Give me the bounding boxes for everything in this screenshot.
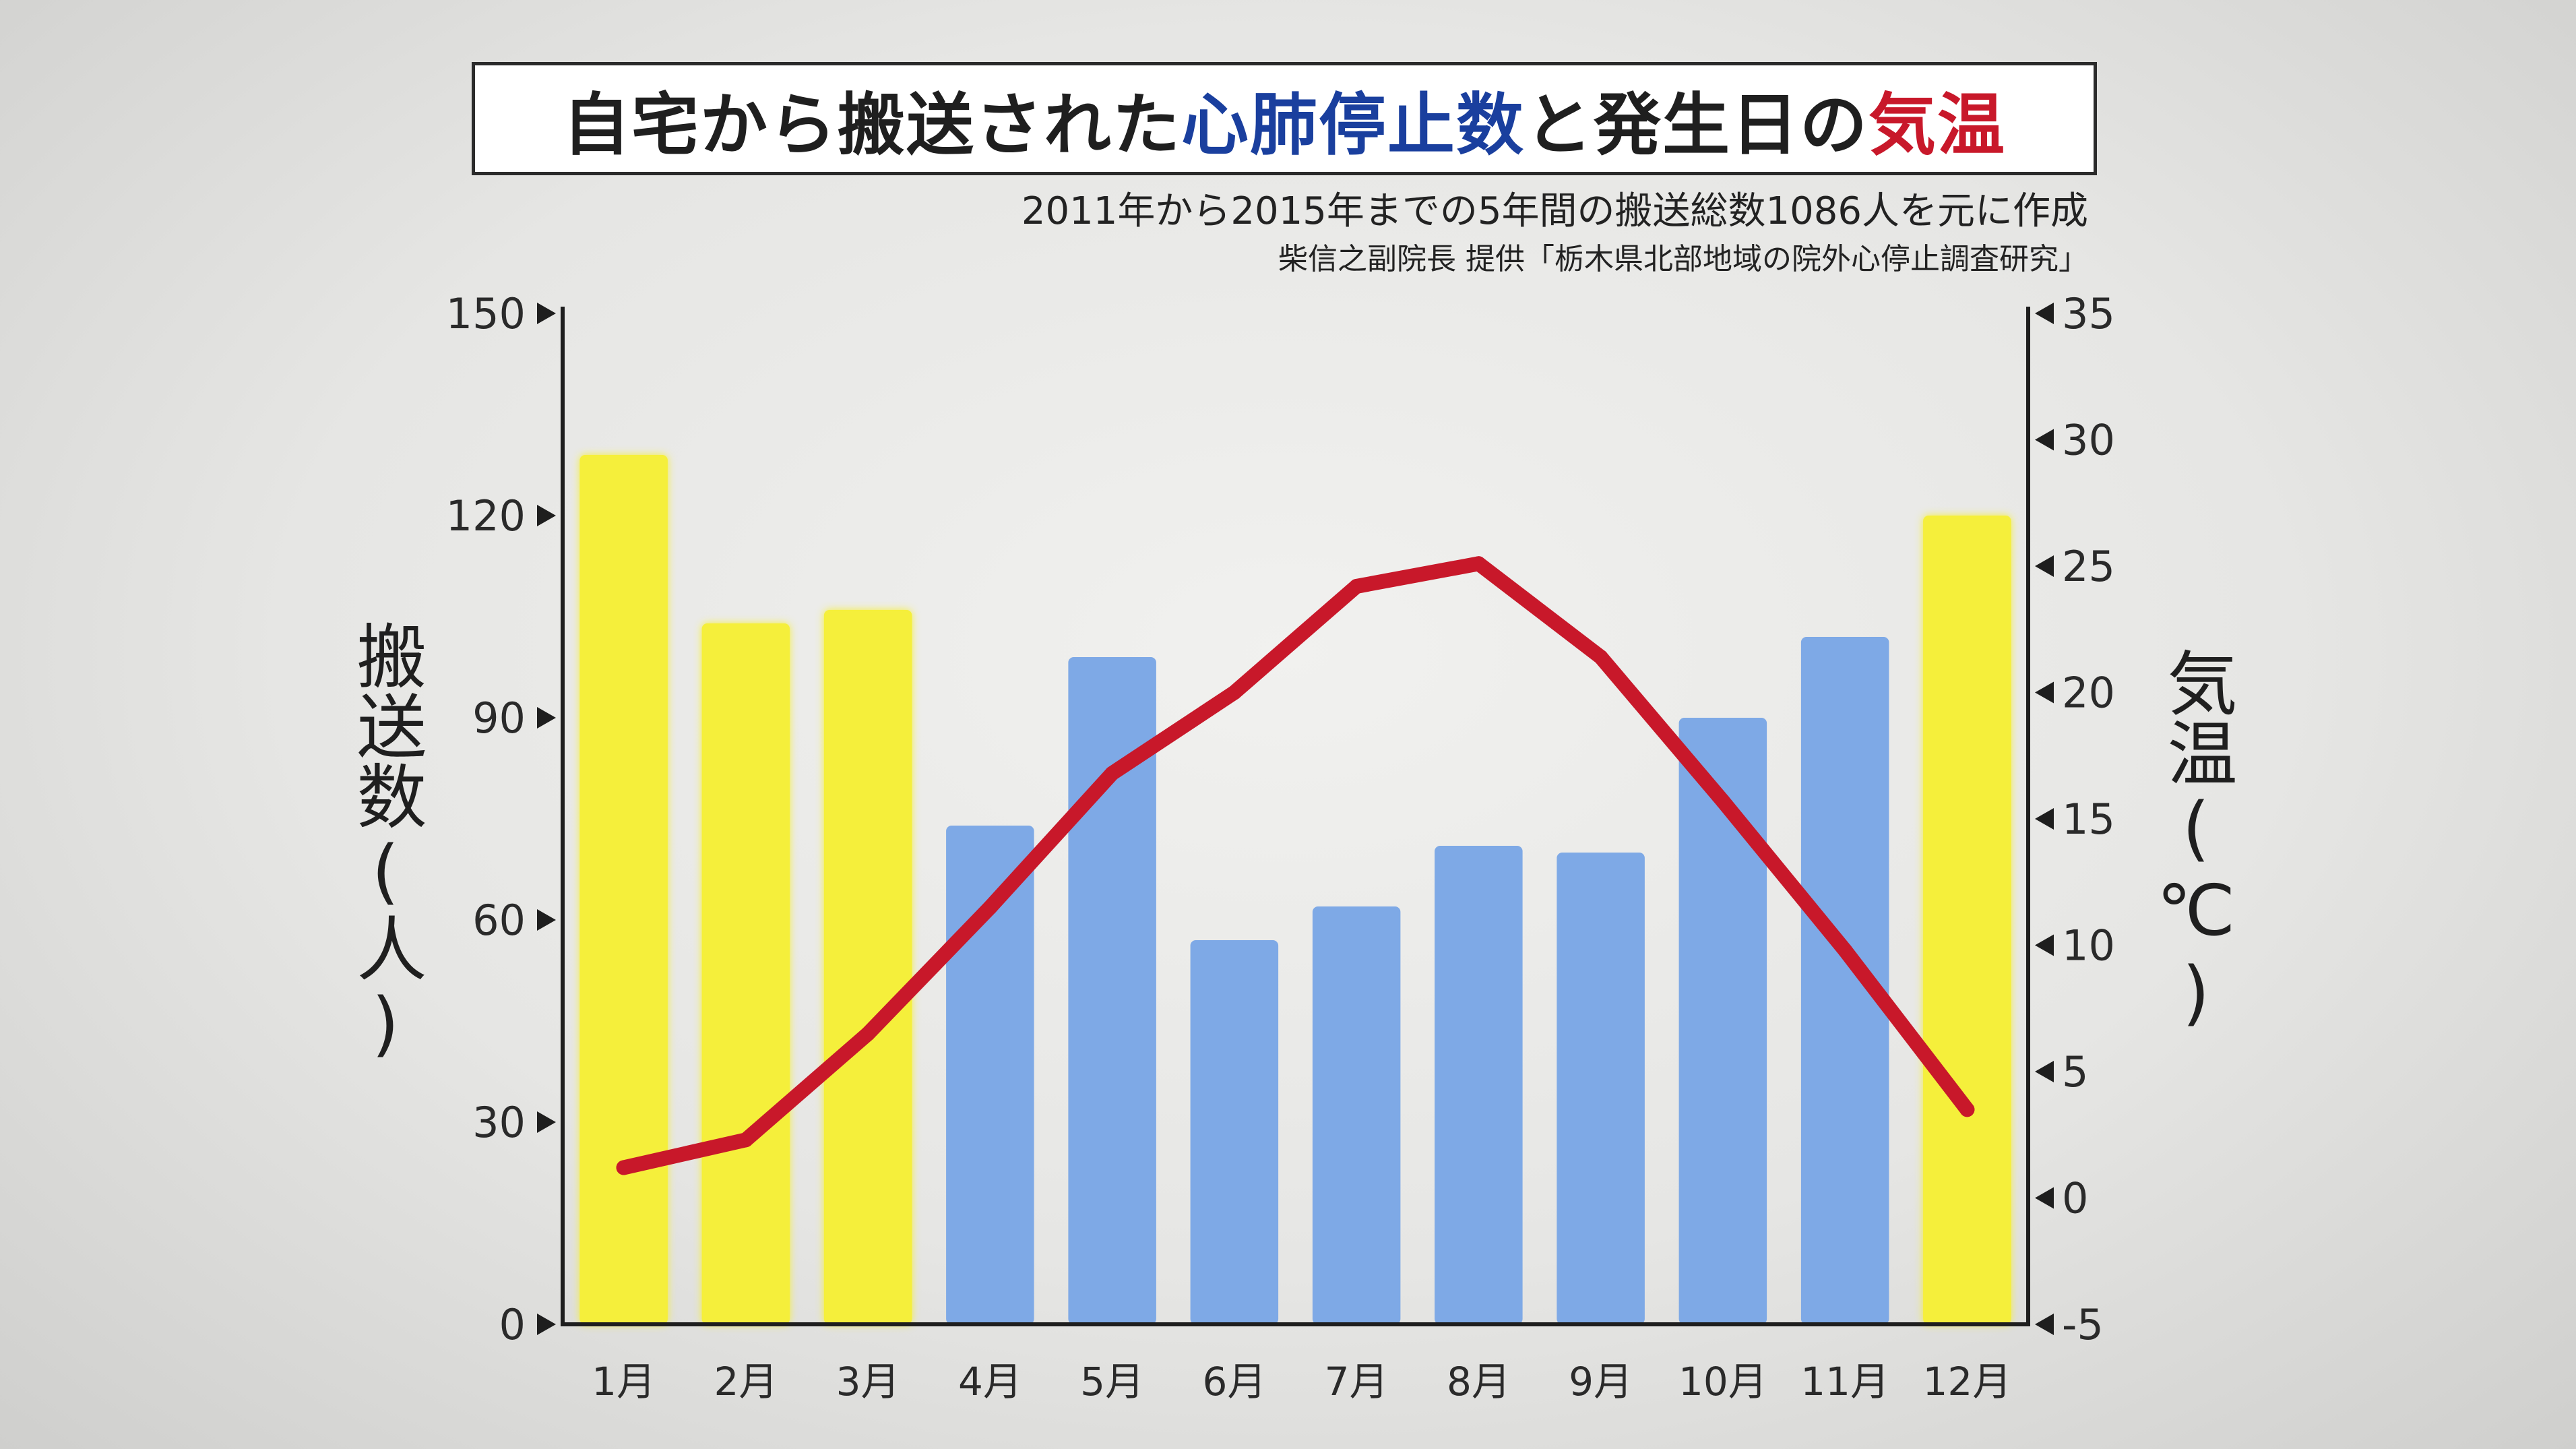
y-left-tick-label-2: 60	[472, 896, 526, 945]
temperature-point-1	[616, 1160, 631, 1175]
temperature-point-12	[1959, 1102, 1975, 1117]
x-category-label-8: 8月	[1447, 1359, 1511, 1405]
y-left-tick-marker-3	[537, 707, 556, 729]
temperature-point-7	[1349, 579, 1364, 594]
chart-credit: 柴信之副院長 提供「栃木県北部地域の院外心停止調査研究」	[1278, 242, 2088, 276]
title-part-1: 自宅から搬送された	[563, 85, 1181, 164]
bar-3	[823, 610, 912, 1324]
chart-title: 自宅から搬送された 心肺停止数 と発生日の 気温	[472, 62, 2097, 175]
y-left-tick-marker-1	[537, 1111, 556, 1133]
bar-1	[579, 455, 668, 1324]
y-right-tick-marker-3	[2035, 934, 2054, 956]
y-right-tick-marker-4	[2035, 808, 2054, 830]
temperature-point-3	[860, 1026, 876, 1041]
temperature-point-2	[738, 1132, 753, 1148]
x-category-label-7: 7月	[1325, 1359, 1389, 1405]
x-category-label-1: 1月	[592, 1359, 656, 1405]
y-right-tick-marker-6	[2035, 555, 2054, 577]
temperature-point-4	[982, 900, 998, 915]
y-left-tick-marker-5	[537, 303, 556, 324]
x-category-label-12: 12月	[1922, 1359, 2011, 1405]
temperature-point-5	[1104, 766, 1120, 781]
y-left-tick-label-0: 0	[499, 1300, 526, 1349]
y-left-tick-label-3: 90	[472, 693, 526, 743]
title-part-4-temperature: 気温	[1868, 85, 2006, 164]
bar-11	[1800, 637, 1889, 1324]
temperature-point-11	[1837, 943, 1853, 958]
bar-4	[946, 826, 1034, 1324]
y-right-tick-label-1: 0	[2062, 1174, 2088, 1223]
bar-8	[1435, 846, 1523, 1324]
y-right-tick-marker-0	[2035, 1314, 2054, 1335]
y-right-tick-label-6: 25	[2062, 542, 2115, 591]
y-left-tick-label-5: 150	[446, 289, 526, 338]
y-left-tick-marker-2	[537, 909, 556, 931]
x-category-label-4: 4月	[958, 1359, 1022, 1405]
x-category-label-10: 10月	[1678, 1359, 1767, 1405]
y-left-tick-marker-4	[537, 505, 556, 526]
y-right-tick-label-4: 15	[2062, 795, 2115, 844]
title-part-3: と発生日の	[1525, 85, 1868, 164]
bar-6	[1190, 940, 1279, 1324]
y-right-axis-title: 気温(℃)	[2155, 647, 2237, 1034]
bar-12	[1923, 516, 2011, 1324]
y-right-tick-label-5: 20	[2062, 669, 2115, 718]
y-left-tick-label-1: 30	[472, 1098, 526, 1147]
bar-7	[1312, 906, 1401, 1324]
bar-10	[1678, 718, 1767, 1324]
y-right-tick-marker-7	[2035, 429, 2054, 451]
y-left-tick-marker-0	[537, 1314, 556, 1335]
y-right-tick-label-8: 35	[2062, 289, 2115, 338]
temperature-point-9	[1593, 650, 1608, 665]
y-right-tick-label-3: 10	[2062, 921, 2115, 970]
y-left-axis-title: 搬送数(人)	[344, 620, 427, 1065]
bar-9	[1557, 853, 1645, 1324]
bar-2	[701, 623, 790, 1324]
temperature-point-6	[1226, 685, 1242, 700]
temperature-line	[616, 556, 1975, 1175]
x-category-label-3: 3月	[836, 1359, 900, 1405]
title-part-2-cardiac-arrests: 心肺停止数	[1181, 85, 1525, 164]
x-category-label-2: 2月	[714, 1359, 778, 1405]
y-right-tick-marker-5	[2035, 681, 2054, 704]
x-category-label-6: 6月	[1202, 1359, 1266, 1405]
y-right-tick-label-2: 5	[2062, 1047, 2088, 1097]
x-category-label-11: 11月	[1800, 1359, 1889, 1405]
y-right-tick-label-7: 30	[2062, 416, 2115, 465]
y-right-tick-marker-8	[2035, 303, 2054, 324]
x-category-label-5: 5月	[1080, 1359, 1144, 1405]
y-right-tick-marker-2	[2035, 1061, 2054, 1082]
chart-subtitle: 2011年から2015年までの5年間の搬送総数1086人を元に作成	[1021, 189, 2088, 233]
bar-5	[1068, 657, 1156, 1324]
y-right-tick-marker-1	[2035, 1187, 2054, 1209]
x-category-label-9: 9月	[1569, 1359, 1633, 1405]
temperature-point-10	[1715, 793, 1730, 809]
temperature-point-8	[1471, 556, 1486, 572]
y-right-tick-label-0: -5	[2062, 1300, 2104, 1349]
y-left-tick-label-4: 120	[446, 491, 526, 541]
